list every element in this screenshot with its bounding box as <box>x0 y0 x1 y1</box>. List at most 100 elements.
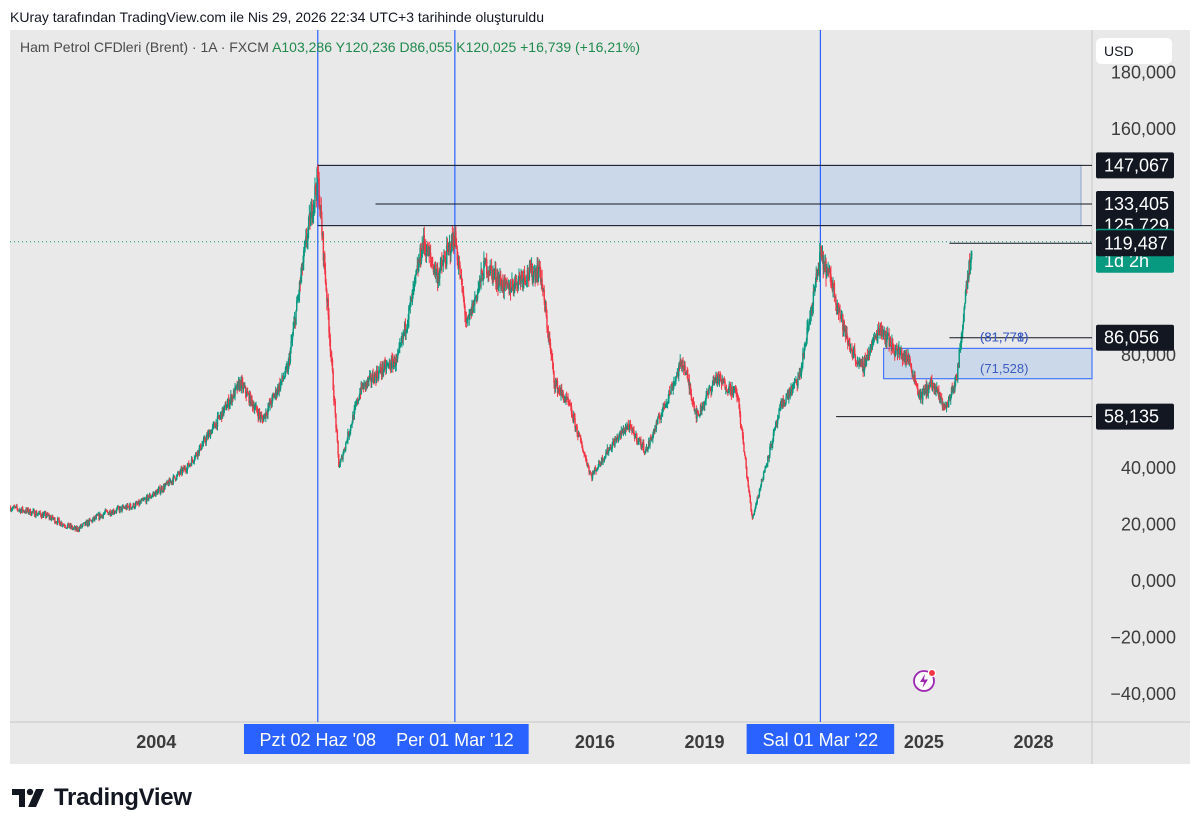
candle-body <box>202 439 205 444</box>
candle-body <box>866 354 869 360</box>
candle-body <box>857 362 859 364</box>
candle-body <box>916 385 918 389</box>
candle-body <box>493 270 495 275</box>
candle-body <box>627 423 630 427</box>
candle-body <box>863 370 865 372</box>
candle-body <box>191 459 193 461</box>
candle-body <box>308 214 311 218</box>
candle-body <box>328 332 331 340</box>
candle-body <box>829 270 831 274</box>
candle-body <box>636 433 638 442</box>
candle-body <box>490 265 492 267</box>
chart-area[interactable]: (81,771) (81,778) (71,528) −40,000 −20,000 0,… <box>10 30 1190 764</box>
candle-body <box>486 259 488 275</box>
candle-body <box>243 385 245 388</box>
candle-body <box>547 331 550 340</box>
candle-body <box>328 315 330 333</box>
candle-body <box>345 441 348 443</box>
candle-body <box>781 401 783 406</box>
candle-body <box>19 509 21 511</box>
candle-body <box>546 315 548 329</box>
candle-body <box>638 439 641 442</box>
candle-body <box>952 388 954 392</box>
candle-body <box>719 375 721 378</box>
lightning-icon[interactable] <box>912 667 938 698</box>
candle-body <box>122 505 125 508</box>
candle-body <box>131 506 133 509</box>
candle-body <box>580 441 583 444</box>
candle-body <box>753 514 755 516</box>
candle-body <box>577 433 580 437</box>
candle-body <box>769 443 772 447</box>
candle-body <box>267 407 269 415</box>
currency-selector[interactable]: USD <box>1096 38 1172 64</box>
candle-body <box>321 219 323 236</box>
candle-body <box>688 379 691 390</box>
candle-body <box>392 359 394 369</box>
candle-body <box>783 402 786 406</box>
price-chart[interactable]: (81,771)(81,778) (71,528) −40,000 −20,000 0,… <box>10 30 1190 764</box>
candle-body <box>851 349 853 352</box>
candle-body <box>791 388 794 393</box>
candle-body <box>545 306 547 316</box>
candle-body <box>186 466 189 471</box>
candle-body <box>251 400 254 408</box>
candle-body <box>948 396 951 398</box>
candle-body <box>515 275 517 285</box>
candle-body <box>643 451 646 453</box>
candle-body <box>218 417 221 419</box>
candle-body <box>936 387 939 391</box>
candle-body <box>579 436 582 442</box>
candle-body <box>835 304 838 307</box>
candle-body <box>206 434 209 438</box>
candle-body <box>409 301 411 306</box>
candle-body <box>472 300 475 313</box>
candle-body <box>945 405 947 408</box>
candle-body <box>921 393 923 401</box>
candle-body <box>68 527 71 529</box>
candle-body <box>553 371 555 383</box>
candle-body <box>390 358 393 369</box>
candle-body <box>577 434 579 437</box>
candle-body <box>696 411 698 419</box>
candle-body <box>882 332 885 336</box>
candle-body <box>612 441 614 445</box>
candle-body <box>718 375 721 383</box>
candle-body <box>891 338 894 348</box>
candle-body <box>416 265 419 270</box>
candle-body <box>965 285 967 291</box>
candle-body <box>319 205 322 210</box>
candle-body <box>960 336 963 348</box>
candle-body <box>15 505 18 507</box>
candle-body <box>255 405 257 407</box>
price-label: 119,487 <box>1104 233 1168 253</box>
candle-body <box>500 276 502 284</box>
candle-body <box>885 331 887 343</box>
candle-body <box>474 297 477 299</box>
candle-body <box>740 424 742 427</box>
candle-body <box>520 274 522 283</box>
candle-body <box>176 474 178 480</box>
candle-body <box>89 519 92 521</box>
candle-body <box>667 398 669 402</box>
candle-body <box>518 275 521 277</box>
candle-body <box>844 329 847 337</box>
candle-body <box>351 423 353 425</box>
candle-body <box>863 356 866 371</box>
candle-body <box>762 479 764 482</box>
candle-body <box>385 362 387 370</box>
candle-body <box>245 393 247 397</box>
candle-body <box>894 350 897 356</box>
candle-body <box>617 436 619 441</box>
candle-body <box>754 508 756 511</box>
candle-body <box>813 291 815 293</box>
candle-body <box>437 276 440 285</box>
candle-body <box>310 211 312 226</box>
candle-body <box>27 508 29 514</box>
candle-body <box>293 318 296 323</box>
candle-body <box>70 525 73 529</box>
candle-body <box>725 388 727 390</box>
candle-body <box>451 235 454 245</box>
candle-body <box>335 413 337 429</box>
candle-body <box>175 479 177 481</box>
